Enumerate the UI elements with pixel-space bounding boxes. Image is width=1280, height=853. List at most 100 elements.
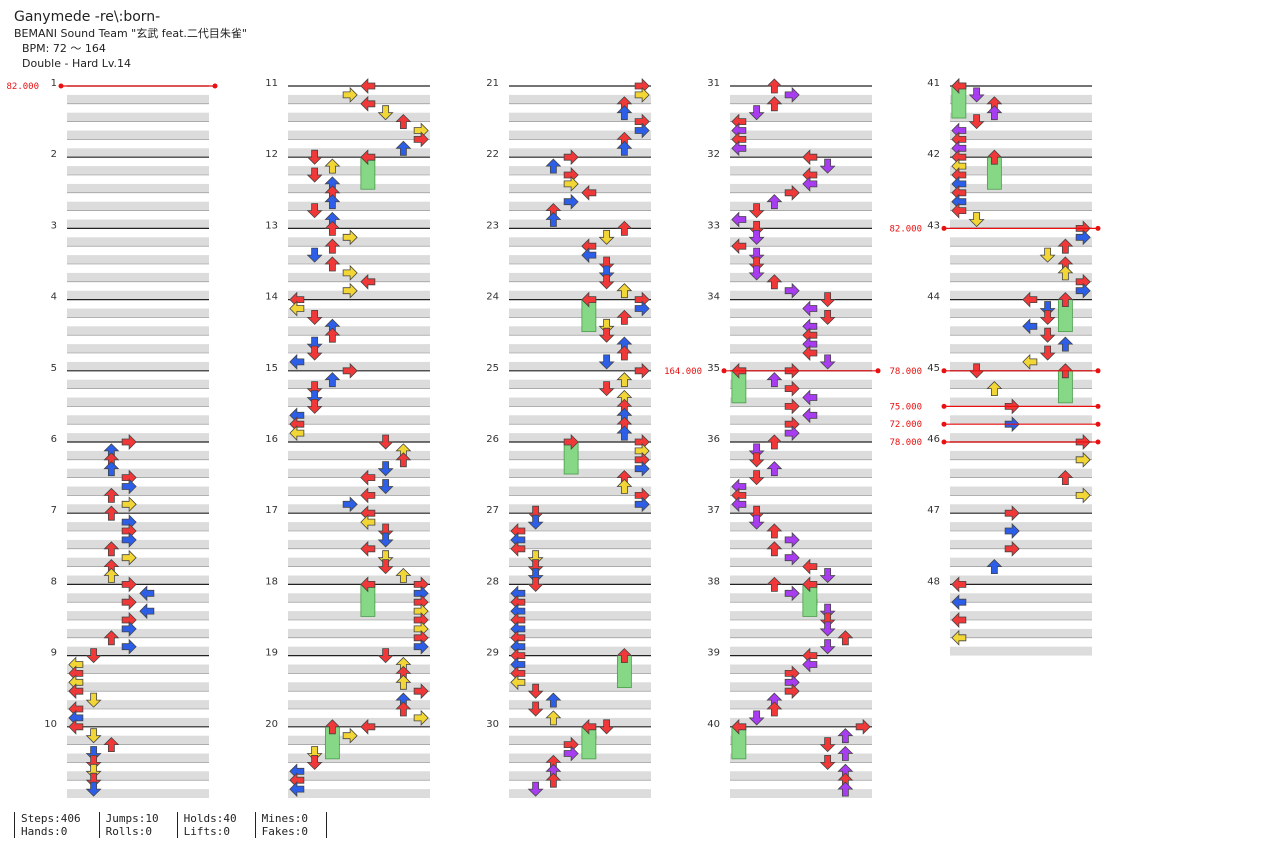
- measure-number: 28: [486, 576, 499, 587]
- step-arrow: [634, 460, 650, 477]
- step-arrow: [1022, 353, 1038, 370]
- step-arrow: [289, 425, 305, 442]
- step-arrow: [766, 274, 783, 290]
- step-arrow: [819, 354, 836, 370]
- measure-number: 43: [927, 220, 940, 231]
- step-arrow: [563, 175, 579, 192]
- beat-band: [730, 415, 872, 425]
- measure-number: 11: [265, 78, 278, 89]
- step-arrow: [819, 568, 836, 584]
- bpm-marker: 78.000: [889, 367, 1101, 377]
- step-arrow: [819, 737, 836, 753]
- beat-band: [730, 717, 872, 727]
- beat-band: [67, 771, 209, 781]
- step-arrow: [342, 86, 358, 103]
- measure-number: 27: [486, 505, 499, 516]
- step-arrow: [802, 558, 818, 575]
- step-arrow: [1022, 291, 1038, 308]
- step-arrow: [616, 425, 633, 441]
- step-arrow: [395, 452, 412, 468]
- beat-band: [950, 450, 1092, 460]
- measure-number: 20: [265, 719, 278, 730]
- beat-band: [950, 308, 1092, 318]
- beat-band: [67, 272, 209, 282]
- step-arrow: [395, 567, 412, 583]
- step-arrow: [598, 327, 615, 343]
- stat-lifts: Lifts:0: [183, 825, 230, 838]
- step-arrow: [784, 380, 800, 397]
- step-arrow: [360, 540, 376, 557]
- measure-37: 37: [707, 505, 872, 585]
- measure-number: 48: [927, 576, 940, 587]
- beat-band: [509, 486, 651, 496]
- step-arrow: [802, 576, 818, 593]
- step-arrow: [1075, 282, 1091, 299]
- beat-band: [288, 593, 430, 603]
- step-arrow: [68, 683, 84, 700]
- step-arrow: [360, 576, 376, 593]
- beat-band: [950, 94, 1092, 104]
- measure-number: 47: [927, 505, 940, 516]
- stats-col-2: Jumps:10 Rolls:0: [98, 812, 177, 838]
- beat-band: [288, 486, 430, 496]
- measure-18: 18: [265, 576, 430, 656]
- beat-band: [950, 201, 1092, 211]
- beat-band: [730, 94, 872, 104]
- step-arrow: [324, 220, 341, 236]
- measure-number: 32: [707, 149, 720, 160]
- step-arrow: [1039, 327, 1056, 343]
- step-arrow: [598, 256, 615, 272]
- bpm-label: 164.000: [664, 367, 702, 377]
- step-arrow: [731, 718, 747, 735]
- beat-band: [509, 290, 651, 300]
- step-arrow: [616, 372, 633, 388]
- measure-number: 39: [707, 648, 720, 659]
- measure-6: 6: [51, 434, 209, 514]
- bpm-range: BPM: 72 ～ 164: [22, 42, 106, 55]
- beat-band: [288, 166, 430, 175]
- measure-number: 19: [265, 648, 278, 659]
- step-arrow: [766, 96, 783, 112]
- step-arrow: [527, 505, 544, 521]
- step-arrow: [819, 603, 836, 619]
- beat-band: [509, 735, 651, 745]
- measure-number: 9: [51, 648, 57, 659]
- step-arrow: [103, 461, 120, 477]
- step-arrow: [581, 291, 597, 308]
- step-chart: 1234567891011121314151617181920212223242…: [6, 78, 1101, 798]
- measure-number: 38: [707, 576, 720, 587]
- stats-col-1: Steps:406 Hands:0: [14, 812, 99, 838]
- song-title: Ganymede -re\:born-: [14, 9, 161, 25]
- beat-band: [288, 628, 430, 638]
- beat-band: [288, 700, 430, 709]
- beat-band: [288, 504, 430, 514]
- measure-number: 10: [44, 719, 57, 730]
- beat-band: [950, 272, 1092, 282]
- measure-40: 40: [707, 719, 872, 798]
- beat-band: [730, 326, 872, 336]
- measure-number: 34: [707, 292, 720, 303]
- step-arrow: [510, 674, 526, 691]
- beat-band: [509, 771, 651, 781]
- measure-27: 27: [486, 505, 651, 585]
- beat-band: [67, 700, 209, 709]
- step-arrow: [395, 674, 412, 690]
- beat-band: [288, 290, 430, 300]
- bpm-label: 78.000: [889, 367, 922, 377]
- measure-number: 37: [707, 505, 720, 516]
- step-arrow: [1057, 336, 1074, 352]
- beat-band: [509, 611, 651, 620]
- beat-band: [509, 219, 651, 229]
- step-arrow: [748, 470, 765, 486]
- beat-band: [730, 664, 872, 674]
- bpm-label: 82.000: [6, 82, 39, 92]
- beat-band: [730, 504, 872, 514]
- beat-band: [67, 628, 209, 638]
- step-arrow: [1057, 238, 1074, 254]
- measure-number: 26: [486, 434, 499, 445]
- step-arrow: [85, 692, 102, 708]
- bpm-marker: 82.000: [889, 224, 1101, 234]
- step-arrow: [527, 683, 544, 699]
- beat-band: [288, 539, 430, 549]
- step-arrow: [360, 718, 376, 735]
